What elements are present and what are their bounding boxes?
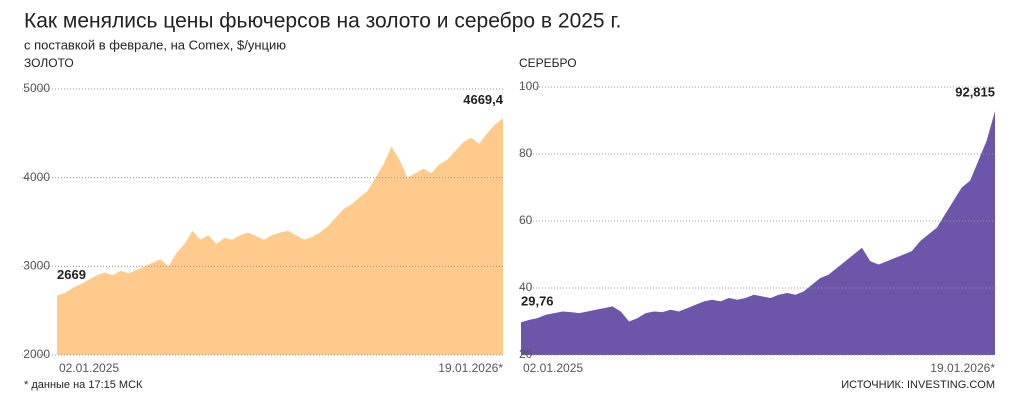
y-tick-label: 2000 xyxy=(23,347,50,361)
y-tick-label: 3000 xyxy=(23,259,50,273)
value-label: 4669,4 xyxy=(463,92,504,107)
value-label: 29,76 xyxy=(521,294,554,309)
value-label: 2669 xyxy=(57,267,86,282)
y-tick-label: 40 xyxy=(519,280,533,294)
y-tick-label: 80 xyxy=(519,146,533,160)
x-tick-label: 19.01.2026* xyxy=(930,361,995,375)
y-tick-label: 20 xyxy=(519,347,533,361)
panel-title: ЗОЛОТО xyxy=(24,56,74,70)
y-tick-label: 60 xyxy=(519,213,533,227)
subtitle: с поставкой в феврале, на Comex, $/унцию xyxy=(24,37,286,52)
x-tick-label: 02.01.2025 xyxy=(523,361,583,375)
y-tick-label: 5000 xyxy=(23,81,50,95)
area xyxy=(521,111,995,355)
area xyxy=(57,118,503,355)
source: ИСТОЧНИК: INVESTING.COM xyxy=(841,379,995,391)
y-tick-label: 100 xyxy=(519,79,539,93)
value-label: 92,815 xyxy=(955,85,995,100)
footnote: * данные на 17:15 МСК xyxy=(24,379,143,391)
panel-title: СЕРЕБРО xyxy=(519,56,577,70)
x-tick-label: 02.01.2025 xyxy=(59,361,119,375)
title: Как менялись цены фьючерсов на золото и … xyxy=(24,10,621,33)
y-tick-label: 4000 xyxy=(23,170,50,184)
x-tick-label: 19.01.2026* xyxy=(438,361,503,375)
